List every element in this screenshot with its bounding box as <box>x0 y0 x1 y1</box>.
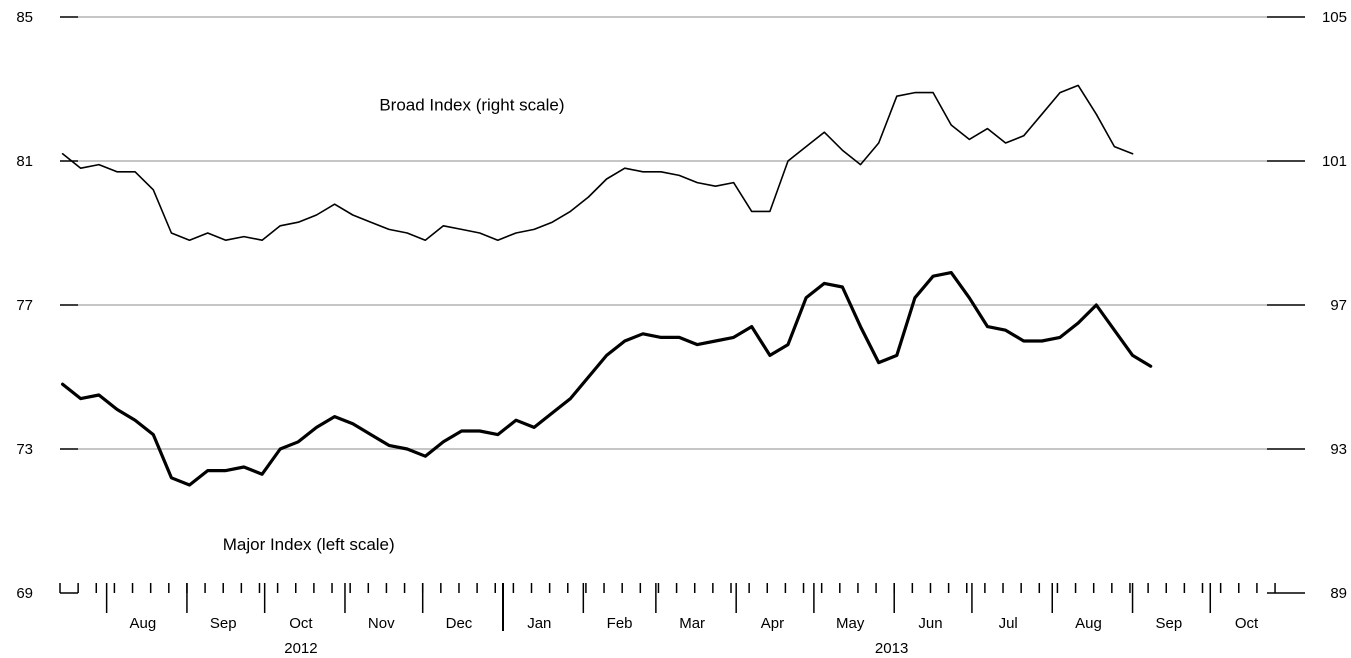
x-month-label: Jul <box>999 615 1018 632</box>
y-right-tick-label: 101 <box>1322 153 1347 170</box>
x-month-label: Sep <box>210 615 237 632</box>
x-month-label: Nov <box>368 615 395 632</box>
y-left-tick-label: 81 <box>16 153 33 170</box>
x-month-label: Aug <box>130 615 157 632</box>
x-month-label: Mar <box>679 615 705 632</box>
x-month-label: Aug <box>1075 615 1102 632</box>
x-year-label: 2012 <box>284 640 317 657</box>
x-year-label: 2013 <box>875 640 908 657</box>
broad-index-line <box>61 84 1134 241</box>
x-month-label: Feb <box>607 615 633 632</box>
y-right-tick-label: 93 <box>1330 441 1347 458</box>
x-month-label: Jun <box>918 615 942 632</box>
y-left-tick-label: 77 <box>16 297 33 314</box>
x-month-label: May <box>836 615 865 632</box>
y-right-tick-label: 105 <box>1322 9 1347 26</box>
y-left-tick-label: 69 <box>16 585 33 602</box>
x-month-label: Jan <box>527 615 551 632</box>
x-month-label: Oct <box>1235 615 1259 632</box>
y-right-tick-label: 89 <box>1330 585 1347 602</box>
x-month-label: Oct <box>289 615 313 632</box>
x-month-label: Dec <box>446 615 473 632</box>
major-index-line <box>60 271 1153 487</box>
x-month-label: Apr <box>761 615 784 632</box>
major-index-label: Major Index (left scale) <box>223 535 395 554</box>
y-right-tick-label: 97 <box>1330 297 1347 314</box>
x-month-label: Sep <box>1155 615 1182 632</box>
y-left-tick-label: 73 <box>16 441 33 458</box>
y-left-tick-label: 85 <box>16 9 33 26</box>
broad-index-label: Broad Index (right scale) <box>379 96 564 115</box>
